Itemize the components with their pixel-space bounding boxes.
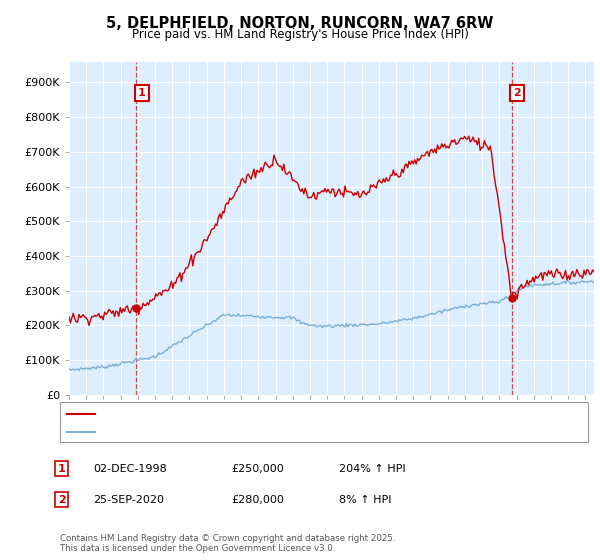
Text: 25-SEP-2020: 25-SEP-2020 — [93, 494, 164, 505]
Text: HPI: Average price, detached house, Halton: HPI: Average price, detached house, Halt… — [102, 427, 329, 437]
Text: 1: 1 — [58, 464, 65, 474]
Text: 1: 1 — [138, 88, 146, 98]
Text: Contains HM Land Registry data © Crown copyright and database right 2025.
This d: Contains HM Land Registry data © Crown c… — [60, 534, 395, 553]
Text: 2: 2 — [513, 88, 521, 98]
Text: 204% ↑ HPI: 204% ↑ HPI — [339, 464, 406, 474]
Text: £280,000: £280,000 — [231, 494, 284, 505]
Text: 5, DELPHFIELD, NORTON, RUNCORN, WA7 6RW (detached house): 5, DELPHFIELD, NORTON, RUNCORN, WA7 6RW … — [102, 409, 441, 419]
Text: Price paid vs. HM Land Registry's House Price Index (HPI): Price paid vs. HM Land Registry's House … — [131, 28, 469, 41]
Text: 2: 2 — [58, 494, 65, 505]
Text: 8% ↑ HPI: 8% ↑ HPI — [339, 494, 391, 505]
Text: 5, DELPHFIELD, NORTON, RUNCORN, WA7 6RW: 5, DELPHFIELD, NORTON, RUNCORN, WA7 6RW — [106, 16, 494, 31]
Text: 02-DEC-1998: 02-DEC-1998 — [93, 464, 167, 474]
Text: £250,000: £250,000 — [231, 464, 284, 474]
